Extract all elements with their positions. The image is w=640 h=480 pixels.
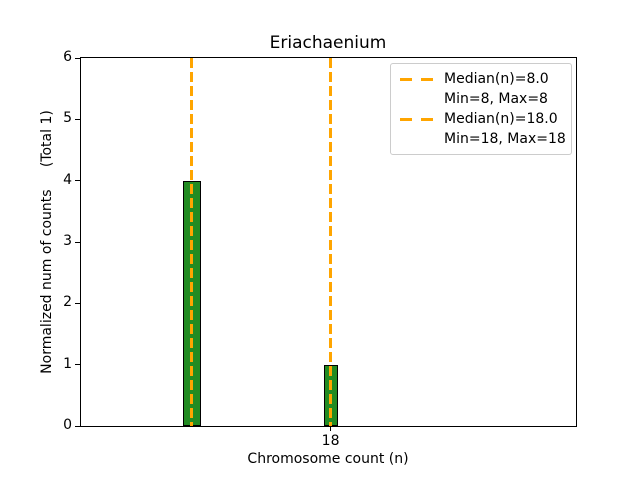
legend-empty-sample: [400, 138, 434, 141]
y-tick-label: 2: [63, 294, 72, 311]
legend-entry-label: Median(n)=18.0: [444, 111, 558, 127]
legend-entry: Min=8, Max=8: [400, 89, 562, 109]
legend-entry-label: Min=8, Max=8: [444, 91, 548, 107]
x-tick-mark: [330, 427, 332, 431]
legend-entry: Min=18, Max=18: [400, 129, 566, 149]
y-tick-label: 4: [63, 171, 72, 188]
y-tick-mark: [75, 302, 80, 304]
legend: Median(n)=8.0 Min=8, Max=8 Median(n)=18.…: [390, 63, 572, 155]
y-tick-label: 0: [63, 417, 72, 433]
y-tick-label: 5: [63, 110, 72, 127]
legend-empty-sample: [400, 98, 434, 101]
median-line: [190, 58, 194, 426]
legend-entry-label: Min=18, Max=18: [444, 131, 566, 147]
y-tick-mark: [75, 425, 80, 427]
y-tick-mark: [75, 118, 80, 120]
legend-dash-sample: [400, 117, 434, 121]
legend-entry: Median(n)=8.0: [400, 69, 562, 89]
y-tick-label: 6: [63, 49, 72, 65]
chart-title: Eriachaenium: [269, 33, 387, 53]
legend-entry-label: Median(n)=8.0: [444, 71, 549, 87]
y-tick-mark: [75, 57, 80, 59]
median-line: [329, 58, 333, 426]
x-tick-label: 18: [321, 433, 340, 449]
y-tick-mark: [75, 180, 80, 182]
y-tick-mark: [75, 241, 80, 243]
plot-area: [75, 57, 577, 427]
x-axis-label: Chromosome count (n): [247, 451, 409, 467]
y-tick-mark: [75, 364, 80, 366]
y-tick-label: 1: [63, 355, 72, 372]
legend-dash-sample: [400, 77, 434, 81]
legend-entry: Median(n)=18.0: [400, 109, 562, 129]
y-tick-label: 3: [63, 233, 72, 249]
